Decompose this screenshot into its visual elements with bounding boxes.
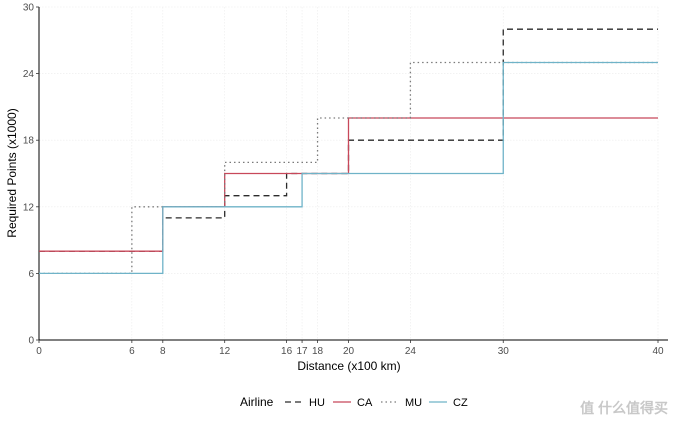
- legend-label-cz: CZ: [453, 397, 468, 409]
- legend: Airline HU CA MU CZ: [240, 395, 468, 409]
- plot-series: [39, 28, 658, 275]
- x-tick-label: 18: [312, 346, 324, 357]
- y-axis-title: Required Points (x1000): [5, 108, 19, 237]
- x-tick-label: 17: [297, 346, 309, 357]
- x-tick-label: 20: [343, 346, 355, 357]
- x-axis-title: Distance (x100 km): [297, 359, 400, 373]
- y-tick-label: 30: [23, 3, 35, 14]
- legend-title: Airline: [240, 395, 274, 409]
- series-line-mu: [39, 61, 658, 275]
- x-tick-label: 30: [498, 346, 510, 357]
- x-tick-label: 6: [129, 346, 135, 357]
- y-tick-label: 0: [28, 336, 34, 347]
- y-tick-label: 24: [23, 69, 35, 80]
- y-tick-label: 12: [23, 202, 35, 213]
- x-tick-label: 24: [405, 346, 417, 357]
- series-line-cz: [39, 61, 658, 275]
- x-tick-label: 0: [36, 346, 42, 357]
- legend-label-ca: CA: [357, 397, 373, 409]
- x-tick-label: 16: [281, 346, 293, 357]
- x-tick-label: 12: [219, 346, 231, 357]
- x-tick-label: 8: [160, 346, 166, 357]
- legend-label-mu: MU: [405, 397, 422, 409]
- x-tick-label: 40: [652, 346, 664, 357]
- y-tick-label: 18: [23, 136, 35, 147]
- watermark: 值 什么值得买: [580, 400, 668, 416]
- legend-label-hu: HU: [309, 397, 325, 409]
- y-tick-label: 6: [28, 269, 34, 280]
